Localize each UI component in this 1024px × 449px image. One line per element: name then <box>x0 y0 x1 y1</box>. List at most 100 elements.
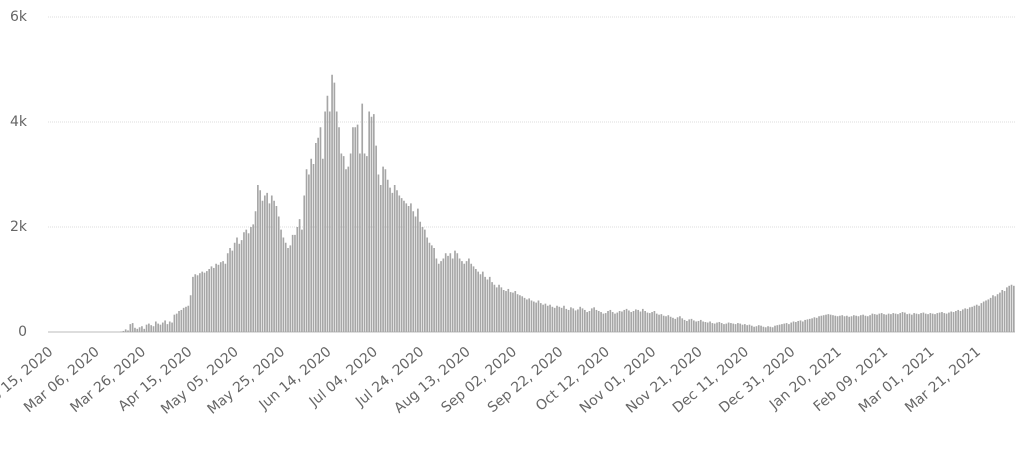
bar <box>718 322 721 332</box>
bar <box>920 313 922 332</box>
bar <box>201 271 204 332</box>
bar <box>199 273 201 332</box>
bar <box>215 263 217 332</box>
bar <box>574 310 577 332</box>
bar <box>783 323 786 332</box>
bar <box>551 306 554 332</box>
bar <box>771 327 774 332</box>
bar <box>359 153 361 332</box>
bar <box>259 190 262 332</box>
bar <box>864 315 867 332</box>
bar <box>604 313 607 332</box>
bar <box>331 74 333 332</box>
bar <box>382 166 384 332</box>
bar <box>217 264 220 332</box>
bar <box>660 314 663 332</box>
bar <box>498 284 500 332</box>
bar <box>335 111 338 332</box>
bar <box>187 305 190 332</box>
bar <box>296 227 299 332</box>
bar <box>943 313 946 332</box>
bar <box>695 321 697 332</box>
bar <box>739 323 742 332</box>
bar <box>901 312 904 332</box>
bar <box>785 323 788 332</box>
bar <box>430 245 433 332</box>
bar <box>166 324 169 332</box>
bar <box>832 315 834 332</box>
bar <box>463 263 466 332</box>
bar <box>507 288 510 332</box>
bar <box>419 221 422 332</box>
bar <box>185 306 187 332</box>
bar <box>423 229 426 332</box>
bar <box>808 318 811 332</box>
bar <box>637 309 640 332</box>
bar <box>361 103 364 332</box>
bar <box>753 326 755 332</box>
bar <box>263 195 266 332</box>
bar <box>134 327 136 332</box>
bar <box>614 313 616 332</box>
bar <box>713 323 716 332</box>
bar <box>667 315 670 332</box>
bar <box>189 295 192 332</box>
bar <box>681 318 684 332</box>
bar <box>748 324 751 332</box>
bar <box>829 314 832 332</box>
bar <box>403 200 405 332</box>
bar <box>164 320 166 332</box>
bar <box>818 316 820 332</box>
bar <box>530 300 533 332</box>
bar <box>955 311 957 332</box>
bar <box>352 127 354 332</box>
bar <box>572 308 575 332</box>
bar <box>284 242 287 332</box>
bar <box>950 311 953 332</box>
bar <box>737 323 739 332</box>
bar <box>370 116 373 332</box>
bar <box>226 253 229 332</box>
bar <box>461 261 463 332</box>
bar <box>414 216 417 332</box>
bar <box>801 321 804 332</box>
bar <box>231 250 234 332</box>
bar <box>428 242 431 332</box>
bar <box>391 192 394 332</box>
bar <box>989 297 992 332</box>
bar <box>964 308 966 332</box>
bar <box>658 314 660 332</box>
bar <box>621 311 623 332</box>
bar <box>987 299 990 332</box>
bar <box>934 314 936 332</box>
bar <box>328 111 331 332</box>
bar <box>992 295 994 332</box>
bar <box>222 261 224 332</box>
bar <box>994 296 997 332</box>
y-tick-label: 2k <box>10 219 28 235</box>
bar <box>978 305 980 332</box>
bar <box>454 250 456 332</box>
bar <box>229 248 231 332</box>
bar <box>672 317 674 332</box>
bar <box>287 248 289 332</box>
bar <box>762 326 765 332</box>
bar <box>781 324 783 332</box>
bar <box>897 314 899 332</box>
bar <box>804 319 806 332</box>
bar <box>449 253 452 332</box>
bar <box>544 303 547 332</box>
bar <box>813 317 816 332</box>
bar <box>635 309 637 332</box>
bar <box>342 156 345 332</box>
bar <box>129 324 132 332</box>
bar <box>625 308 628 332</box>
bar <box>836 316 839 332</box>
bar <box>602 313 605 332</box>
bar <box>730 323 732 332</box>
bar <box>873 314 876 332</box>
bar <box>145 324 148 332</box>
bar <box>224 263 227 332</box>
bar <box>966 308 969 332</box>
bar <box>894 313 897 332</box>
